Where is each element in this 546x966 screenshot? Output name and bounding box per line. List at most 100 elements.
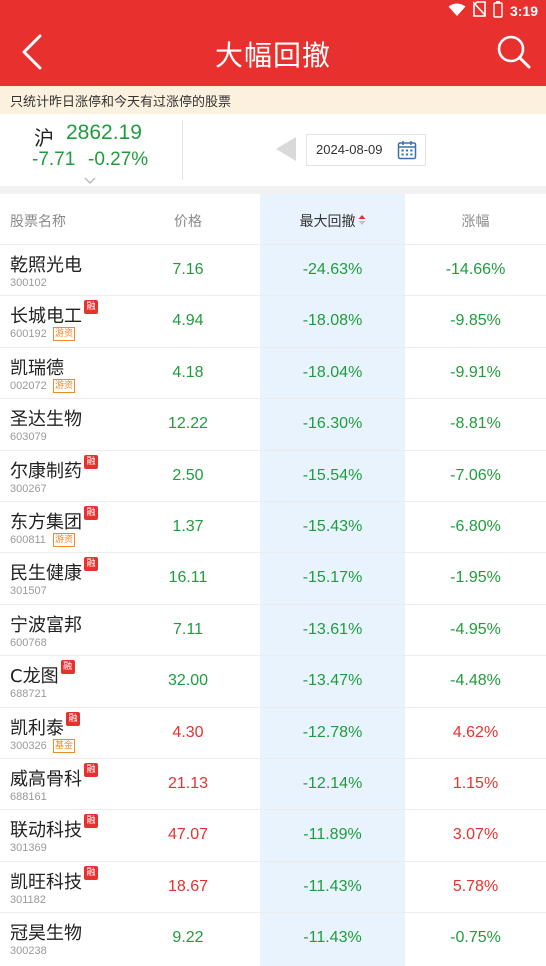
change-cell: 4.62%	[452, 723, 499, 741]
chevron-left-icon	[21, 34, 43, 74]
stock-name-cell: 联动科技融	[10, 814, 98, 842]
stock-code: 002072	[10, 379, 47, 392]
wifi-icon	[448, 2, 466, 21]
stock-tag: 基金	[53, 738, 76, 753]
margin-badge: 融	[84, 557, 98, 572]
index-change-percent: -0.27%	[88, 149, 149, 170]
stock-name-cell: 冠昊生物	[10, 919, 82, 945]
drawdown-cell: -18.04%	[302, 363, 363, 381]
drawdown-cell: -12.14%	[302, 775, 363, 792]
header-price[interactable]: 价格	[174, 214, 202, 230]
stock-name-cell: 凯利泰融	[10, 711, 80, 740]
back-button[interactable]	[12, 32, 52, 76]
search-button[interactable]	[492, 32, 536, 76]
stock-name-cell: 威高骨科融	[10, 763, 98, 791]
stock-code: 688721	[10, 688, 47, 701]
table-row[interactable]: 长城电工融 600192 游资 4.94 -18.08% -9.85%	[0, 295, 546, 346]
date-picker[interactable]: 2024-08-09	[306, 134, 426, 166]
margin-badge: 融	[84, 506, 98, 520]
stock-code: 688161	[10, 791, 47, 803]
change-cell: 1.15%	[452, 775, 499, 792]
app-header: 3:19 大幅回撤	[0, 0, 546, 86]
change-cell: -7.06%	[450, 466, 501, 484]
table-row[interactable]: 凯瑞德 002072 游资 4.18 -18.04% -9.91%	[0, 346, 546, 398]
stock-tag: 游资	[53, 327, 76, 342]
section-gap	[0, 186, 546, 194]
drawdown-cell: -16.30%	[302, 415, 363, 433]
margin-badge: 融	[84, 865, 98, 880]
stock-name-cell: 尔康制药融	[10, 454, 98, 483]
drawdown-cell: -13.61%	[302, 620, 363, 638]
table-row[interactable]: 凯利泰融 300326 基金 4.30 -12.78% 4.62%	[0, 706, 546, 758]
status-bar: 3:19	[0, 0, 546, 22]
battery-icon	[493, 0, 503, 22]
price-cell: 4.30	[172, 723, 204, 741]
stock-code: 603079	[10, 431, 47, 444]
stock-name-cell: 凯旺科技融	[10, 865, 98, 894]
table-row[interactable]: 联动科技融 301369 47.07 -11.89% 3.07%	[0, 809, 546, 860]
margin-badge: 融	[84, 763, 98, 777]
stock-name: 凯旺科技	[10, 871, 82, 893]
table-row[interactable]: 东方集团融 600811 游资 1.37 -15.43% -6.80%	[0, 501, 546, 552]
stock-name-cell: 圣达生物	[10, 405, 82, 431]
header-change[interactable]: 涨幅	[461, 214, 490, 230]
stock-name-cell: 宁波富邦	[10, 611, 82, 637]
stock-code: 300267	[10, 482, 47, 495]
table-row[interactable]: 威高骨科融 688161 21.13 -12.14% 1.15%	[0, 758, 546, 809]
price-cell: 16.11	[168, 569, 208, 587]
drawdown-cell: -11.89%	[303, 826, 362, 844]
stock-code: 301182	[10, 893, 46, 906]
price-cell: 7.16	[172, 261, 204, 278]
stock-name: 乾照光电	[10, 255, 82, 276]
table-row[interactable]: 凯旺科技融 301182 18.67 -11.43% 5.78%	[0, 860, 546, 912]
stock-name: 尔康制药	[10, 460, 82, 482]
stock-code: 301369	[10, 842, 47, 855]
header-name[interactable]: 股票名称	[10, 214, 66, 230]
table-row[interactable]: 乾照光电 300102 7.16 -24.63% -14.66%	[0, 244, 546, 295]
divider	[182, 120, 183, 180]
drawdown-cell: -11.43%	[303, 929, 362, 947]
stock-table: 股票名称 价格 最大回撤 涨幅 乾照光电 300102 7.16 -24.63% -14…	[0, 194, 546, 966]
margin-badge: 融	[84, 454, 98, 469]
date-value: 2024-08-09	[316, 142, 383, 157]
table-row[interactable]: 宁波富邦 600768 7.11 -13.61% -4.95%	[0, 603, 546, 655]
change-cell: -8.81%	[450, 415, 501, 433]
sorted-column-highlight	[260, 194, 405, 966]
price-cell: 12.22	[167, 415, 209, 433]
stock-name: C龙图	[10, 666, 59, 688]
index-name: 沪	[34, 126, 54, 150]
stock-name-cell: C龙图融	[10, 660, 75, 688]
price-cell: 47.07	[167, 826, 209, 844]
change-cell: -9.91%	[450, 363, 501, 381]
table-row[interactable]: 圣达生物 603079 12.22 -16.30% -8.81%	[0, 398, 546, 449]
price-cell: 4.94	[172, 312, 204, 330]
drawdown-cell: -18.08%	[302, 312, 363, 330]
table-row[interactable]: C龙图融 688721 32.00 -13.47% -4.48%	[0, 655, 546, 706]
margin-badge: 融	[60, 660, 75, 675]
table-row[interactable]: 民生健康融 301507 16.11 -15.17% -1.95%	[0, 552, 546, 603]
drawdown-cell: -13.47%	[302, 672, 363, 690]
page-title: 大幅回撤	[214, 39, 331, 72]
sort-icon	[358, 214, 366, 230]
price-cell: 18.67	[167, 877, 209, 895]
change-cell: -4.95%	[450, 620, 501, 638]
price-cell: 9.22	[172, 929, 204, 947]
chevron-down-icon	[84, 170, 96, 189]
stock-name: 联动科技	[10, 820, 82, 842]
table-row[interactable]: 尔康制药融 300267 2.50 -15.54% -7.06%	[0, 449, 546, 501]
stock-name: 圣达生物	[10, 409, 82, 431]
change-cell: -4.48%	[450, 672, 501, 690]
header-drawdown[interactable]: 最大回撤	[260, 211, 405, 231]
price-cell: 32.00	[167, 672, 209, 690]
table-row[interactable]: 冠昊生物 300238 9.22 -11.43% -0.75%	[0, 912, 546, 963]
stock-name: 凯利泰	[10, 717, 64, 739]
stock-code: 600192	[10, 328, 47, 341]
price-cell: 21.13	[167, 775, 209, 792]
calendar-icon	[397, 140, 417, 164]
index-summary[interactable]: 沪 2862.19 -7.71 -0.27% 2024-08-09	[0, 114, 546, 186]
previous-date-button[interactable]	[274, 136, 298, 162]
table-header: 股票名称 价格 最大回撤 涨幅	[0, 194, 546, 244]
margin-badge: 融	[84, 814, 98, 829]
margin-badge: 融	[84, 300, 98, 315]
stock-name-cell: 长城电工融	[10, 300, 98, 328]
